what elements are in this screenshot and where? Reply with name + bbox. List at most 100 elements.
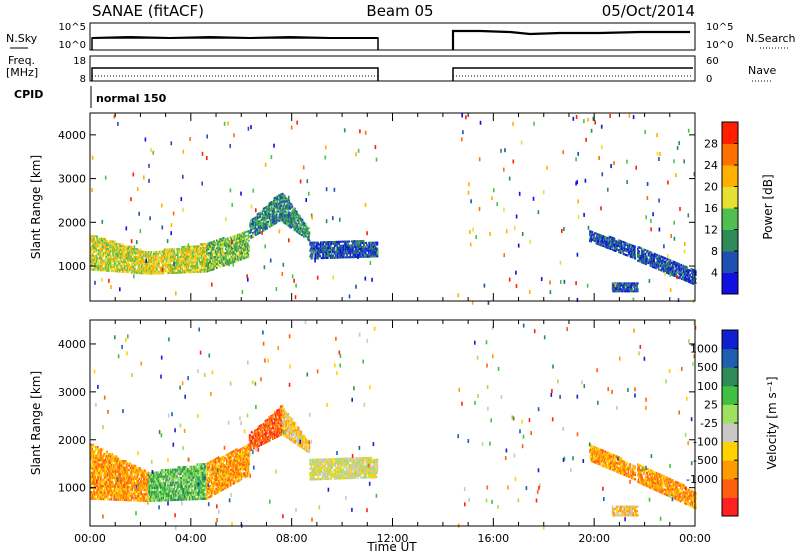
scatter-point bbox=[609, 113, 611, 118]
data-cell bbox=[137, 268, 140, 271]
data-cell bbox=[369, 247, 372, 250]
data-cell bbox=[286, 221, 289, 224]
data-cell bbox=[259, 219, 262, 222]
data-cell bbox=[628, 288, 631, 291]
data-cell bbox=[273, 219, 275, 222]
data-cell bbox=[119, 243, 122, 246]
data-cell bbox=[290, 206, 292, 209]
power-data bbox=[90, 113, 697, 305]
data-cell bbox=[682, 276, 684, 279]
data-cell bbox=[267, 222, 269, 225]
data-cell bbox=[98, 241, 101, 244]
scatter-point bbox=[658, 157, 660, 161]
data-cell bbox=[369, 241, 372, 244]
data-cell bbox=[208, 255, 211, 258]
data-cell bbox=[691, 272, 693, 275]
data-cell bbox=[153, 252, 156, 255]
data-cell bbox=[284, 194, 286, 197]
data-cell bbox=[256, 215, 258, 218]
data-cell bbox=[612, 284, 614, 287]
data-cell bbox=[97, 245, 100, 248]
data-cell bbox=[618, 288, 620, 291]
data-cell bbox=[633, 247, 636, 250]
data-cell bbox=[291, 221, 294, 224]
data-cell bbox=[122, 255, 124, 258]
scatter-point bbox=[521, 232, 524, 236]
data-cell bbox=[325, 253, 328, 255]
data-cell bbox=[173, 252, 176, 255]
data-cell bbox=[107, 265, 110, 268]
data-cell bbox=[231, 259, 233, 262]
data-cell bbox=[228, 252, 230, 255]
data-cell bbox=[272, 216, 274, 218]
data-cell bbox=[304, 227, 307, 229]
data-cell bbox=[228, 245, 230, 247]
data-cell bbox=[629, 247, 632, 250]
data-cell bbox=[124, 255, 127, 258]
data-cell bbox=[212, 250, 214, 253]
data-cell bbox=[235, 252, 238, 255]
scatter-point bbox=[252, 188, 255, 193]
data-cell bbox=[121, 257, 124, 259]
data-cell bbox=[278, 202, 280, 205]
data-cell bbox=[329, 250, 332, 253]
data-cell bbox=[91, 460, 94, 464]
data-cell bbox=[360, 255, 362, 258]
data-cell bbox=[153, 268, 156, 271]
data-cell bbox=[651, 253, 654, 256]
data-cell bbox=[188, 259, 191, 262]
data-cell bbox=[352, 252, 354, 255]
data-cell bbox=[129, 251, 132, 254]
data-cell bbox=[213, 256, 216, 259]
data-cell bbox=[330, 243, 333, 245]
data-cell bbox=[653, 260, 655, 263]
data-cell bbox=[162, 258, 165, 261]
data-cell bbox=[202, 253, 205, 255]
scatter-point bbox=[170, 231, 172, 236]
data-cell bbox=[623, 241, 625, 244]
data-cell bbox=[102, 255, 104, 258]
data-cell bbox=[623, 245, 626, 248]
data-cell bbox=[226, 259, 228, 262]
data-cell bbox=[647, 250, 649, 253]
data-cell bbox=[132, 271, 134, 274]
data-cell bbox=[362, 251, 364, 254]
data-cell bbox=[164, 254, 166, 257]
data-cell bbox=[359, 253, 362, 256]
data-cell bbox=[92, 258, 95, 261]
data-cell bbox=[148, 251, 150, 254]
data-cell bbox=[106, 246, 108, 249]
data-cell bbox=[145, 262, 148, 265]
data-cell bbox=[96, 456, 99, 459]
scatter-point bbox=[693, 172, 696, 177]
data-cell bbox=[141, 272, 143, 275]
data-cell bbox=[194, 265, 196, 268]
data-cell bbox=[669, 265, 671, 268]
data-cell bbox=[292, 220, 294, 223]
scatter-point bbox=[628, 113, 631, 118]
data-cell bbox=[335, 240, 338, 243]
data-cell bbox=[152, 254, 154, 257]
data-cell bbox=[687, 272, 689, 275]
data-cell bbox=[288, 215, 291, 218]
data-cell bbox=[250, 228, 253, 231]
data-cell bbox=[241, 254, 243, 257]
data-cell bbox=[185, 269, 188, 272]
data-cell bbox=[592, 237, 594, 240]
data-cell bbox=[126, 249, 129, 252]
data-cell bbox=[245, 234, 248, 237]
data-cell bbox=[263, 223, 265, 226]
data-cell bbox=[345, 252, 348, 255]
data-cell bbox=[341, 256, 344, 259]
data-cell bbox=[602, 245, 604, 248]
data-cell bbox=[299, 232, 301, 235]
scatter-point bbox=[250, 204, 253, 209]
scatter-point bbox=[559, 260, 562, 265]
data-cell bbox=[134, 252, 137, 255]
data-cell bbox=[200, 263, 202, 265]
data-cell bbox=[171, 254, 173, 257]
data-cell bbox=[630, 286, 633, 289]
data-cell bbox=[122, 266, 124, 269]
data-cell bbox=[310, 241, 313, 244]
